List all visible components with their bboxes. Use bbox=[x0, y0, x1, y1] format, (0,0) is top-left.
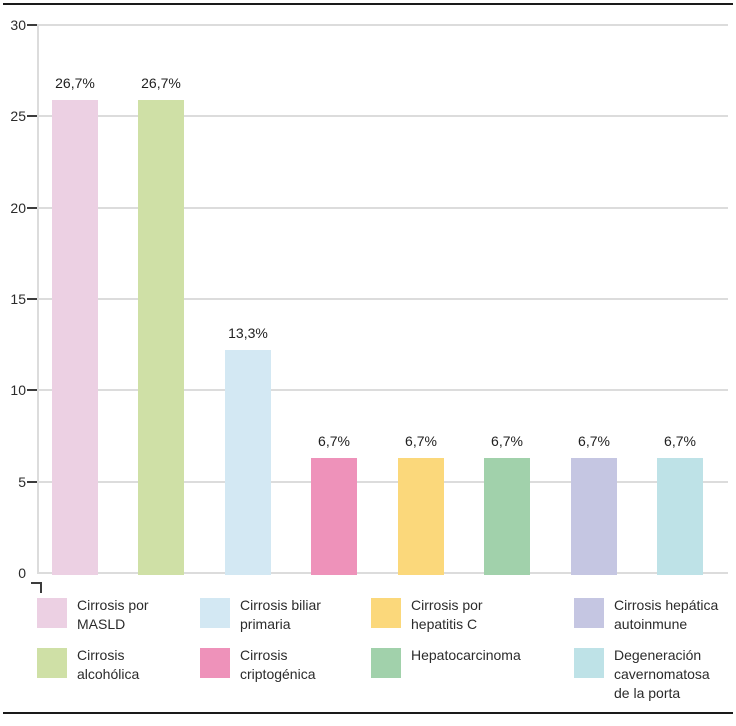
legend-swatch bbox=[574, 598, 604, 628]
bar-value-label: 6,7% bbox=[578, 433, 610, 449]
bar-1 bbox=[52, 100, 98, 575]
bar-5 bbox=[398, 458, 444, 575]
gridline-0 bbox=[37, 572, 728, 574]
legend-label: Hepatocarcinoma bbox=[411, 647, 521, 663]
legend-swatch bbox=[371, 648, 401, 678]
top-rule bbox=[3, 3, 733, 5]
bar-2 bbox=[138, 100, 184, 575]
bar-value-label: 6,7% bbox=[664, 433, 696, 449]
gridline-5 bbox=[37, 481, 728, 483]
bar-7 bbox=[571, 458, 617, 575]
bar-value-label: 26,7% bbox=[55, 75, 95, 91]
zero-tick bbox=[31, 582, 42, 593]
bar-3 bbox=[225, 350, 271, 575]
legend-label: Cirrosis alcohólica bbox=[77, 647, 140, 682]
y-axis-tick-label: 0 bbox=[18, 565, 26, 581]
legend-label: Degeneración cavernomatosa de la porta bbox=[614, 647, 710, 701]
y-axis-tick-15 bbox=[27, 298, 37, 300]
gridline-30 bbox=[37, 24, 728, 26]
y-axis-tick-label: 5 bbox=[18, 474, 26, 490]
legend-swatch bbox=[37, 648, 67, 678]
y-axis-tick-5 bbox=[27, 481, 37, 483]
gridline-15 bbox=[37, 298, 728, 300]
bar-value-label: 6,7% bbox=[405, 433, 437, 449]
y-axis-tick-25 bbox=[27, 115, 37, 117]
legend-label: Cirrosis criptogénica bbox=[240, 647, 316, 682]
legend-swatch bbox=[200, 598, 230, 628]
y-axis-tick-20 bbox=[27, 207, 37, 209]
gridline-10 bbox=[37, 389, 728, 391]
y-axis-tick-label: 20 bbox=[10, 200, 26, 216]
y-axis-line bbox=[37, 25, 39, 573]
bar-value-label: 6,7% bbox=[318, 433, 350, 449]
gridline-25 bbox=[37, 115, 728, 117]
gridline-20 bbox=[37, 207, 728, 209]
legend-label: Cirrosis hepática autoinmune bbox=[614, 597, 719, 632]
legend-swatch bbox=[574, 648, 604, 678]
y-axis-tick-label: 25 bbox=[10, 108, 26, 124]
bar-value-label: 6,7% bbox=[491, 433, 523, 449]
bar-6 bbox=[484, 458, 530, 575]
y-axis-tick-label: 10 bbox=[10, 382, 26, 398]
y-axis-tick-label: 30 bbox=[10, 17, 26, 33]
bottom-rule bbox=[3, 712, 733, 714]
bar-value-label: 13,3% bbox=[228, 325, 268, 341]
legend-swatch bbox=[200, 648, 230, 678]
legend-label: Cirrosis por hepatitis C bbox=[411, 597, 483, 632]
legend-label: Cirrosis por MASLD bbox=[77, 597, 149, 632]
bar-8 bbox=[657, 458, 703, 575]
y-axis-tick-10 bbox=[27, 389, 37, 391]
y-axis-tick-label: 15 bbox=[10, 291, 26, 307]
legend-label: Cirrosis biliar primaria bbox=[240, 597, 321, 632]
legend-swatch bbox=[37, 598, 67, 628]
legend-swatch bbox=[371, 598, 401, 628]
y-axis-tick-30 bbox=[27, 24, 37, 26]
bar-4 bbox=[311, 458, 357, 575]
bar-value-label: 26,7% bbox=[141, 75, 181, 91]
